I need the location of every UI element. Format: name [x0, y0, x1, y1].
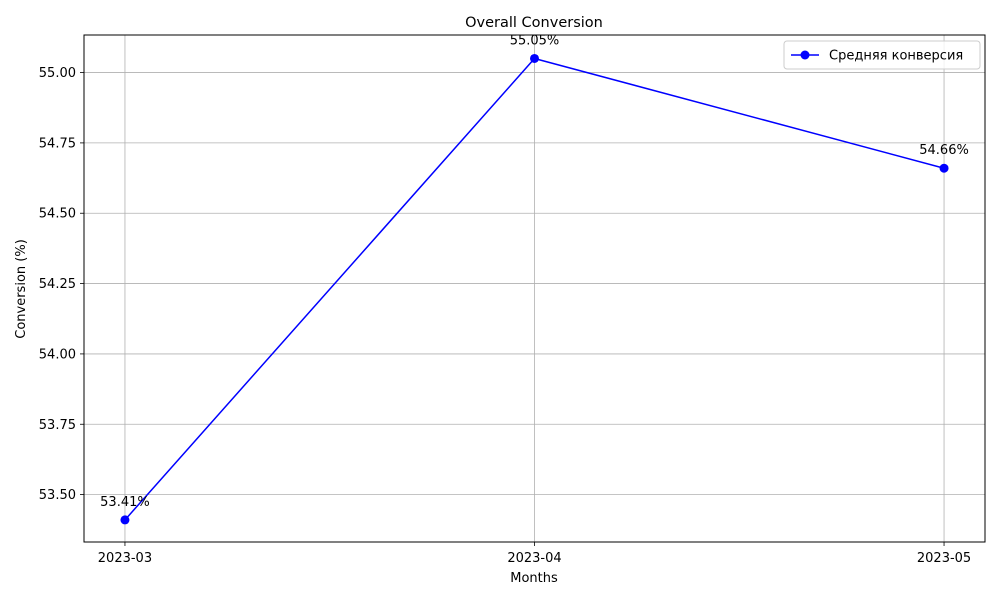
data-point [939, 163, 949, 173]
series-layer [120, 53, 949, 525]
y-tick-label: 54.75 [39, 136, 76, 151]
y-tick-label: 53.50 [39, 488, 76, 503]
data-label: 54.66% [919, 143, 969, 158]
data-labels: 53.41% 55.05% 54.66% [100, 33, 969, 509]
y-tick-label: 53.75 [39, 418, 76, 433]
y-axis-label: Conversion (%) [14, 239, 29, 339]
legend-box [783, 40, 981, 70]
ticks: 2023-03 2023-04 2023-05 53.50 53.75 54.00 54.2… [39, 66, 971, 566]
data-point [530, 53, 539, 63]
x-tick-label: 2023-05 [917, 551, 971, 566]
grid-lines [84, 35, 985, 542]
chart-title: Overall Conversion [465, 15, 603, 31]
legend-entry-label: Средняя конверсия [829, 49, 963, 64]
y-tick-label: 54.50 [39, 207, 76, 222]
y-tick-label: 54.00 [39, 347, 76, 362]
y-tick-label: 54.25 [39, 277, 76, 292]
legend-marker-sample [800, 50, 810, 60]
data-point [120, 515, 130, 525]
x-axis-label: Months [510, 571, 558, 586]
legend[interactable]: Средняя конверсия [783, 40, 981, 70]
data-label: 55.05% [510, 33, 560, 48]
y-tick-label: 55.00 [39, 66, 76, 81]
data-label: 53.41% [100, 495, 150, 510]
x-tick-label: 2023-03 [98, 551, 152, 566]
x-tick-label: 2023-04 [507, 551, 561, 566]
